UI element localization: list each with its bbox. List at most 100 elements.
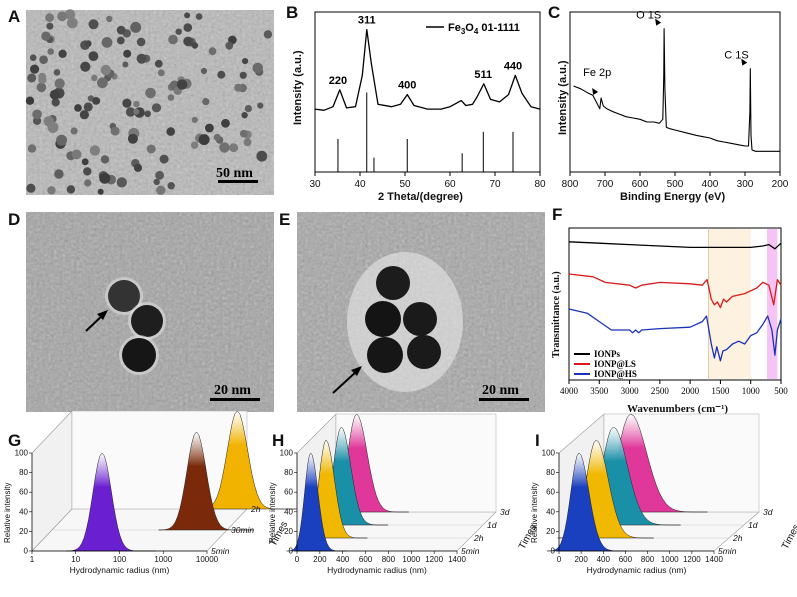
dls-ytick-label: 100	[280, 449, 294, 458]
ftir-xtick-label: 2500	[651, 386, 670, 396]
nanoparticle	[127, 133, 138, 144]
nanoparticle	[70, 127, 78, 135]
nanoparticle	[64, 9, 76, 20]
dls-ytick-label: 80	[19, 468, 28, 477]
nanoparticle	[45, 13, 54, 23]
dls-xtick-label: 600	[359, 555, 373, 564]
nanoparticle	[243, 138, 252, 147]
nanoparticle	[116, 36, 125, 45]
dls-ylabel: Relative intensity	[3, 483, 12, 543]
nanoparticle	[241, 112, 248, 119]
nanoparticle	[202, 98, 210, 106]
dls-xtick-label: 1000	[661, 555, 679, 564]
nanoparticle	[47, 186, 56, 195]
dls-peak-30min	[158, 431, 254, 531]
nanoparticle	[234, 83, 243, 92]
dls-ytick-label: 80	[546, 468, 555, 477]
xps-annotation: Fe 2p	[583, 67, 611, 79]
nanoparticle	[167, 182, 175, 190]
dls-ylabel: Relative intensity	[268, 483, 277, 543]
nanoparticle	[136, 53, 147, 64]
nanoparticle	[116, 25, 126, 35]
panel-i: I 5min 2h 1d 3d Times 0 20 40 60 80 100 Relative in…	[530, 413, 797, 575]
nanoparticle	[205, 123, 214, 133]
panel-h-label: H	[272, 431, 284, 450]
ftir-plot-frame	[568, 227, 782, 381]
nanoparticle	[167, 94, 175, 101]
arrowhead-e	[351, 366, 362, 376]
ftir-series-IONPs	[568, 241, 782, 250]
nanoparticle	[221, 118, 230, 128]
xps-annotation-arrow	[655, 18, 662, 26]
xps-plot-frame	[569, 11, 781, 173]
nanoparticle	[84, 179, 92, 187]
nanoparticle	[39, 55, 48, 64]
nanoparticle	[74, 104, 82, 112]
nanoparticle	[133, 163, 143, 172]
dls-ylabel: Relative intensity	[530, 483, 539, 543]
dls-xtick-label: 100	[113, 555, 127, 564]
dls-ytick-label: 0	[289, 547, 294, 556]
nanoparticle	[88, 19, 99, 30]
particle-e3	[403, 302, 437, 336]
nanoparticle	[83, 167, 92, 176]
scalebar-d-label: 20 nm	[214, 383, 251, 398]
nanoparticle	[47, 121, 59, 133]
panel-a-label: A	[8, 7, 20, 26]
nanoparticle	[53, 69, 61, 76]
nanoparticle	[89, 145, 101, 156]
panel-a: A 50 nm	[8, 7, 274, 195]
nanoparticle	[184, 12, 191, 19]
xrd-xtick-label: 50	[399, 179, 411, 190]
dls-zlabel: Times	[780, 523, 797, 552]
nanoparticle	[195, 13, 203, 20]
dls-time-label: 5min	[461, 546, 480, 556]
nanoparticle	[256, 150, 268, 162]
ftir-xtick-label: 3500	[590, 386, 609, 396]
dls-xtick-label: 0	[557, 555, 562, 564]
nanoparticle	[176, 79, 188, 90]
xrd-xtick-label: 80	[534, 179, 546, 190]
nanoparticle	[29, 54, 37, 61]
nanoparticle	[151, 103, 162, 113]
nanoparticle	[239, 129, 248, 138]
particle-d1	[108, 280, 140, 312]
xrd-xtick-label: 60	[444, 179, 456, 190]
scalebar-a	[218, 180, 258, 183]
xrd-legend-text: Fe3O4 01-1111	[448, 22, 520, 36]
particle-e2	[365, 301, 401, 337]
nanoparticle	[122, 98, 132, 108]
xrd-peak-label: 220	[329, 75, 347, 87]
panel-e-label: E	[279, 210, 290, 229]
xrd-peak-label: 400	[398, 80, 416, 92]
dls-xtick-label: 1400	[705, 555, 723, 564]
dls-ytick-label: 60	[284, 488, 293, 497]
nanoparticle	[26, 183, 36, 193]
ftir-legend-label: IONPs	[594, 349, 621, 359]
nanoparticle	[29, 64, 40, 74]
nanoparticle	[125, 107, 136, 117]
xps-annotation: C 1S	[724, 50, 748, 62]
nanoparticle	[263, 30, 273, 39]
xps-xtick-label: 400	[702, 179, 719, 190]
panel-d: D 20 nm	[8, 210, 274, 412]
xrd-xtick-label: 40	[354, 179, 366, 190]
xrd-xtick-label: 30	[309, 179, 321, 190]
xps-xtick-label: 600	[632, 179, 649, 190]
xps-annotation-arrow	[592, 88, 599, 95]
panel-b: B Intensity (a.u.) 2 Theta/(degree) Fe3O…	[286, 3, 546, 203]
nanoparticle	[133, 100, 140, 108]
nanoparticle	[208, 47, 217, 56]
nanoparticle	[80, 61, 91, 72]
nanoparticle	[84, 40, 92, 47]
ftir-xtick-label: 3000	[621, 386, 640, 396]
nanoparticle	[110, 126, 120, 136]
dls-xtick-label: 200	[313, 555, 327, 564]
dls-time-label: 30min	[231, 525, 254, 535]
nanoparticle	[27, 144, 37, 153]
dls-ytick-label: 60	[19, 488, 28, 497]
